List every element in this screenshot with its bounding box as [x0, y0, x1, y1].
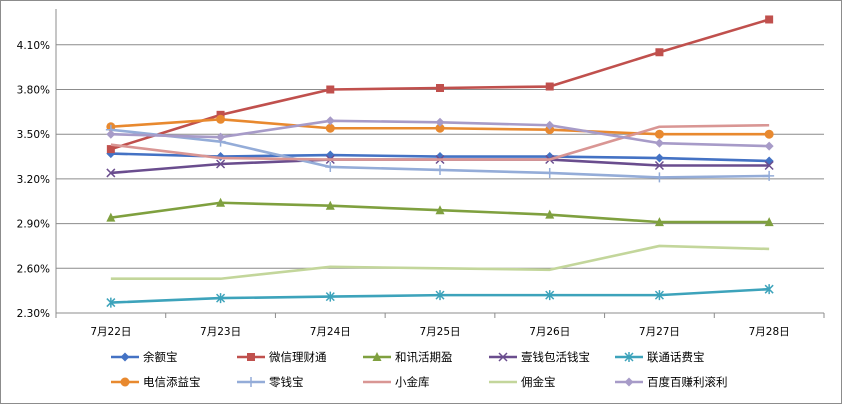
data-point: [435, 117, 445, 127]
legend-marker: [372, 352, 382, 361]
plot-area: 2.30% 2.60% 2.90% 3.20% 3.50% 3.80% 4.10% 7月22日…: [17, 9, 825, 338]
data-point: [325, 161, 336, 172]
data-point: [106, 212, 116, 222]
series-line: [110, 244, 770, 281]
data-point: [764, 160, 774, 171]
series-line: [110, 123, 770, 161]
data-point: [545, 120, 555, 130]
data-point: [435, 290, 445, 301]
legend-label: 小金库: [395, 375, 430, 389]
data-point: [544, 167, 555, 178]
data-point: [325, 291, 335, 302]
legend-marker: [246, 377, 256, 387]
data-point: [216, 114, 226, 124]
y-tick-label: 3.50%: [17, 129, 50, 141]
y-tick-label: 2.90%: [17, 219, 50, 231]
y-tick-label: 2.30%: [17, 308, 50, 320]
data-point: [654, 160, 664, 171]
data-point: [654, 172, 665, 183]
data-point: [545, 82, 554, 91]
data-point: [436, 84, 444, 93]
data-point: [216, 159, 226, 169]
legend-item: 壹钱包活钱宝: [489, 350, 590, 364]
data-point: [435, 205, 445, 215]
x-tick-label: 7月28日: [749, 326, 790, 338]
data-point: [325, 123, 335, 133]
data-point: [654, 217, 664, 227]
x-tick-label: 7月24日: [310, 326, 351, 338]
data-point: [764, 156, 774, 166]
legend-item: 零钱宝: [237, 375, 304, 389]
data-point: [654, 290, 664, 301]
legend-marker: [120, 377, 130, 387]
y-tick-label: 2.60%: [17, 263, 50, 275]
y-tick-label: 3.80%: [17, 85, 50, 97]
data-point: [435, 164, 445, 175]
data-point: [106, 145, 115, 154]
data-point: [654, 153, 664, 163]
data-point: [106, 129, 116, 139]
series-group: [110, 244, 770, 281]
legend-item: 和讯活期盈: [363, 350, 453, 364]
data-point: [326, 85, 335, 94]
data-point: [655, 48, 664, 57]
x-tick-label: 7月25日: [419, 326, 460, 338]
legend-item: 联通话费宝: [615, 350, 705, 364]
legend-item: 微信理财通: [237, 350, 327, 364]
x-tick-label: 7月26日: [529, 326, 570, 338]
legend-label: 佣金宝: [521, 375, 556, 389]
data-point: [764, 129, 774, 139]
legend-label: 零钱宝: [269, 375, 304, 389]
series-group: [110, 123, 770, 161]
data-point: [654, 129, 664, 139]
legend-label: 微信理财通: [269, 350, 327, 364]
data-point: [764, 217, 774, 227]
data-point: [435, 123, 445, 133]
data-point: [325, 116, 335, 126]
legend-label: 联通话费宝: [647, 350, 705, 364]
legend-item: 小金库: [363, 375, 430, 389]
legend-marker: [247, 353, 255, 361]
data-point: [764, 284, 774, 295]
data-point: [545, 290, 555, 301]
data-point: [216, 293, 226, 304]
legend-label: 余额宝: [143, 350, 178, 364]
series-group: [106, 116, 774, 151]
legend-marker: [624, 352, 634, 362]
x-tick-label: 7月23日: [200, 326, 241, 338]
data-point: [106, 297, 116, 308]
legend-label: 壹钱包活钱宝: [521, 350, 590, 364]
series-group: [106, 114, 774, 139]
x-tick-label: 7月22日: [90, 326, 131, 338]
legend-item: 佣金宝: [489, 375, 556, 389]
data-point: [216, 197, 226, 207]
legend-label: 和讯活期盈: [395, 350, 453, 364]
data-point: [764, 141, 774, 151]
legend-marker: [120, 352, 130, 362]
legend-item: 百度百赚利滚利: [615, 375, 728, 389]
y-tick-label: 4.10%: [17, 40, 50, 52]
data-point: [106, 168, 116, 178]
x-tick-label: 7月27日: [639, 326, 680, 338]
legend-item: 电信添益宝: [111, 375, 201, 389]
data-point: [765, 15, 774, 24]
legend-marker: [624, 377, 634, 387]
y-tick-label: 3.20%: [17, 174, 50, 186]
legend-label: 百度百赚利滚利: [647, 375, 728, 389]
data-point: [764, 170, 775, 181]
data-point: [654, 138, 664, 148]
legend-marker: [498, 352, 508, 362]
legend-item: 余额宝: [111, 350, 178, 364]
series-group: [106, 197, 774, 227]
data-point: [545, 209, 555, 219]
legend-label: 电信添益宝: [143, 375, 201, 389]
series-group: [106, 284, 774, 308]
data-point: [325, 200, 335, 210]
data-point: [216, 132, 226, 142]
